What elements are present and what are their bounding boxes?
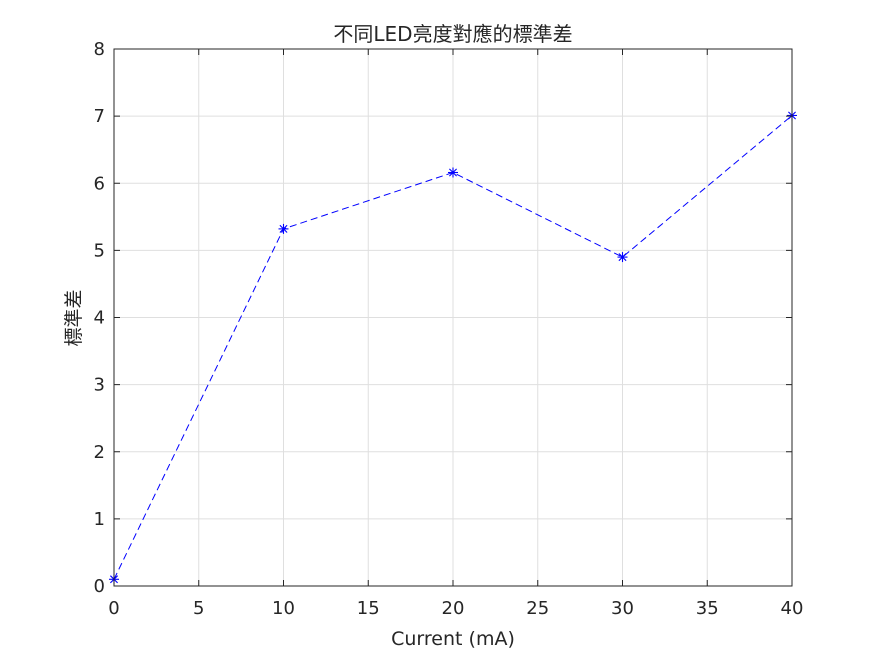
x-tick-label: 30 bbox=[611, 598, 634, 619]
data-point-marker bbox=[278, 223, 289, 234]
data-point-marker bbox=[617, 252, 628, 263]
data-point-marker bbox=[448, 167, 458, 178]
y-axis-label: 標準差 bbox=[63, 289, 85, 346]
x-tick-label: 25 bbox=[526, 598, 549, 619]
x-tick-label: 35 bbox=[696, 598, 719, 619]
y-tick-label: 5 bbox=[94, 240, 105, 261]
x-tick-label: 15 bbox=[357, 598, 380, 619]
y-tick-label: 2 bbox=[94, 442, 105, 463]
axis-tick-labels: 0 5 10 15 20 25 30 35 40 0 1 2 3 4 5 6 7 8 bbox=[94, 39, 804, 619]
x-tick-label: 0 bbox=[108, 598, 119, 619]
y-tick-label: 3 bbox=[94, 375, 105, 396]
x-tick-label: 20 bbox=[442, 598, 465, 619]
y-tick-label: 7 bbox=[94, 106, 105, 127]
x-tick-label: 5 bbox=[193, 598, 204, 619]
x-tick-label: 10 bbox=[272, 598, 295, 619]
chart-title: 不同LED亮度對應的標準差 bbox=[333, 22, 572, 46]
grid-lines bbox=[114, 49, 792, 586]
x-tick-label: 40 bbox=[781, 598, 804, 619]
y-tick-label: 0 bbox=[94, 576, 105, 597]
y-tick-label: 8 bbox=[94, 39, 105, 60]
axis-ticks bbox=[113, 48, 793, 587]
y-tick-label: 4 bbox=[94, 308, 105, 329]
x-axis-label: Current (mA) bbox=[391, 628, 515, 650]
y-tick-label: 6 bbox=[94, 173, 105, 194]
y-tick-label: 1 bbox=[94, 509, 105, 530]
